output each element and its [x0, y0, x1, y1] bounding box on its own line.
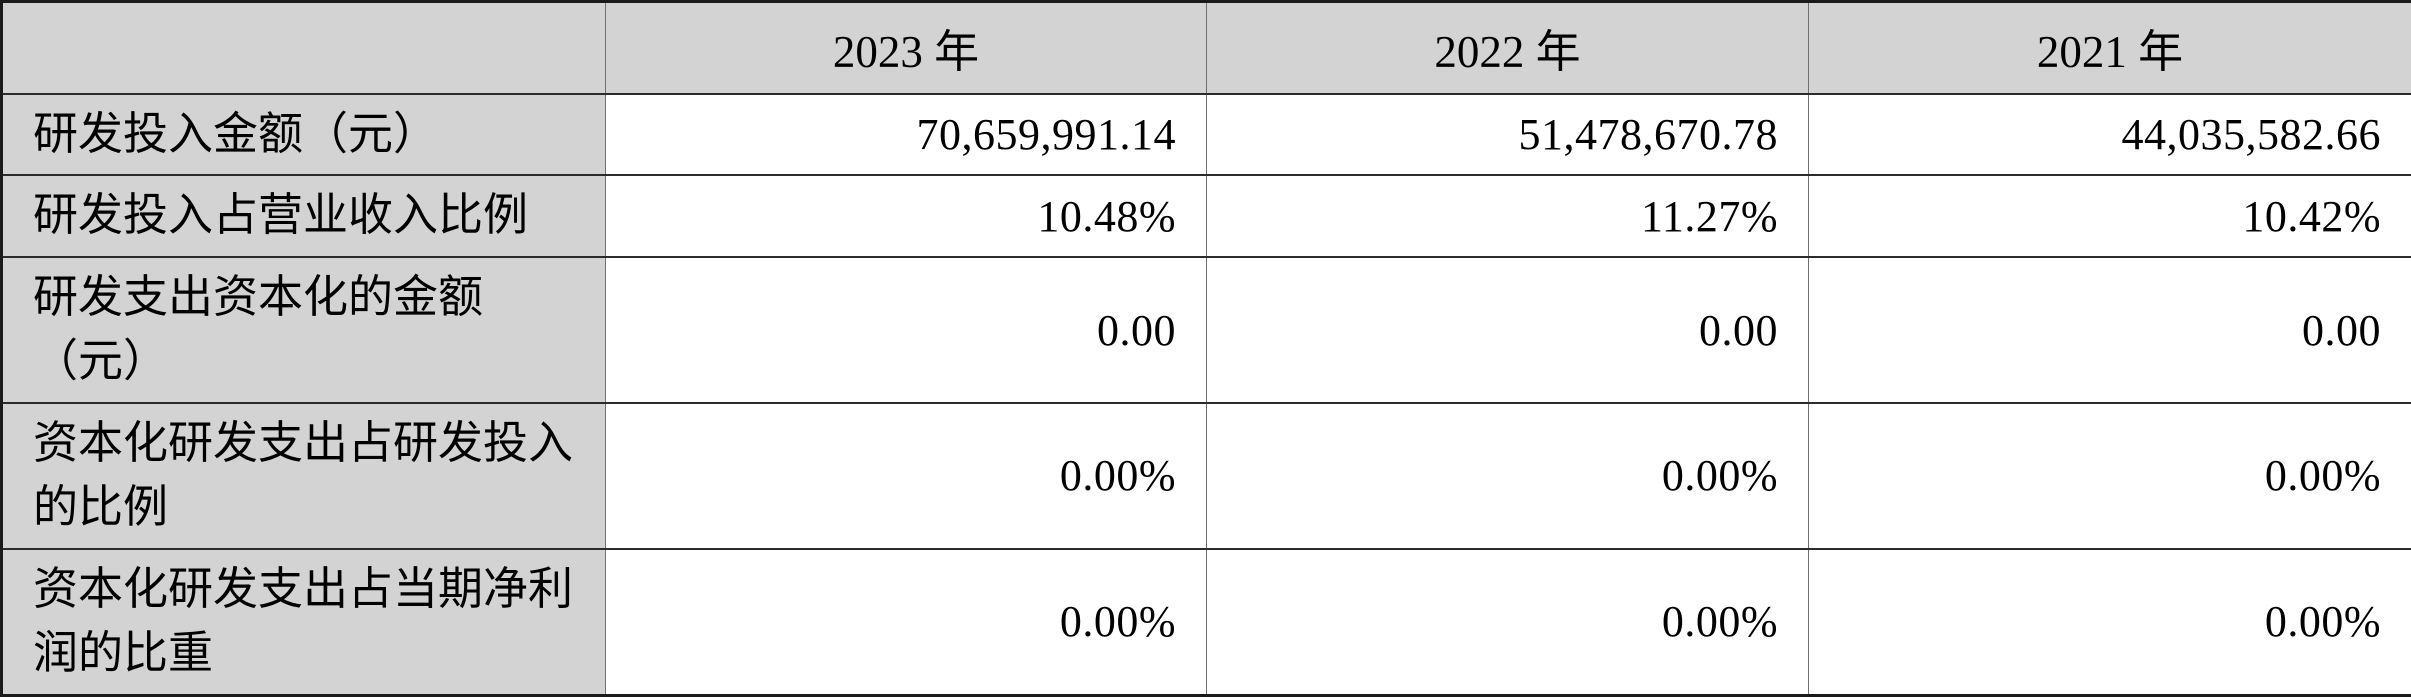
value-rd-revenue-ratio-2022: 11.27%	[1207, 175, 1809, 257]
value-capitalized-profit-ratio-2023: 0.00%	[606, 549, 1207, 695]
value-capitalized-rd-ratio-2022: 0.00%	[1207, 403, 1809, 549]
value-rd-revenue-ratio-2023: 10.48%	[606, 175, 1207, 257]
table-row: 研发投入占营业收入比例 10.48% 11.27% 10.42%	[2, 175, 2411, 257]
year-header-2022: 2022 年	[1207, 2, 1809, 94]
document-table-view: 2023 年 2022 年 2021 年 研发投入金额（元） 70,659,99…	[0, 0, 2411, 680]
value-capitalized-amount-2021: 0.00	[1809, 257, 2411, 403]
row-label-rd-revenue-ratio: 研发投入占营业收入比例	[2, 175, 606, 257]
row-label-capitalized-amount: 研发支出资本化的金额 （元）	[2, 257, 606, 403]
value-capitalized-rd-ratio-2021: 0.00%	[1809, 403, 2411, 549]
table-row: 研发支出资本化的金额 （元） 0.00 0.00 0.00	[2, 257, 2411, 403]
year-header-2023: 2023 年	[606, 2, 1207, 94]
value-capitalized-amount-2022: 0.00	[1207, 257, 1809, 403]
row-label-rd-amount: 研发投入金额（元）	[2, 94, 606, 176]
table-row: 资本化研发支出占当期净利 润的比重 0.00% 0.00% 0.00%	[2, 549, 2411, 695]
value-capitalized-profit-ratio-2022: 0.00%	[1207, 549, 1809, 695]
table-header-row: 2023 年 2022 年 2021 年	[2, 2, 2411, 94]
value-rd-amount-2021: 44,035,582.66	[1809, 94, 2411, 176]
row-label-capitalized-profit-ratio: 资本化研发支出占当期净利 润的比重	[2, 549, 606, 695]
value-capitalized-profit-ratio-2021: 0.00%	[1809, 549, 2411, 695]
table-row: 资本化研发支出占研发投入 的比例 0.00% 0.00% 0.00%	[2, 403, 2411, 549]
value-rd-amount-2023: 70,659,991.14	[606, 94, 1207, 176]
value-rd-amount-2022: 51,478,670.78	[1207, 94, 1809, 176]
value-rd-revenue-ratio-2021: 10.42%	[1809, 175, 2411, 257]
year-header-2021: 2021 年	[1809, 2, 2411, 94]
table-row: 研发投入金额（元） 70,659,991.14 51,478,670.78 44…	[2, 94, 2411, 176]
value-capitalized-rd-ratio-2023: 0.00%	[606, 403, 1207, 549]
row-label-capitalized-rd-ratio: 资本化研发支出占研发投入 的比例	[2, 403, 606, 549]
value-capitalized-amount-2023: 0.00	[606, 257, 1207, 403]
header-corner-cell	[2, 2, 606, 94]
